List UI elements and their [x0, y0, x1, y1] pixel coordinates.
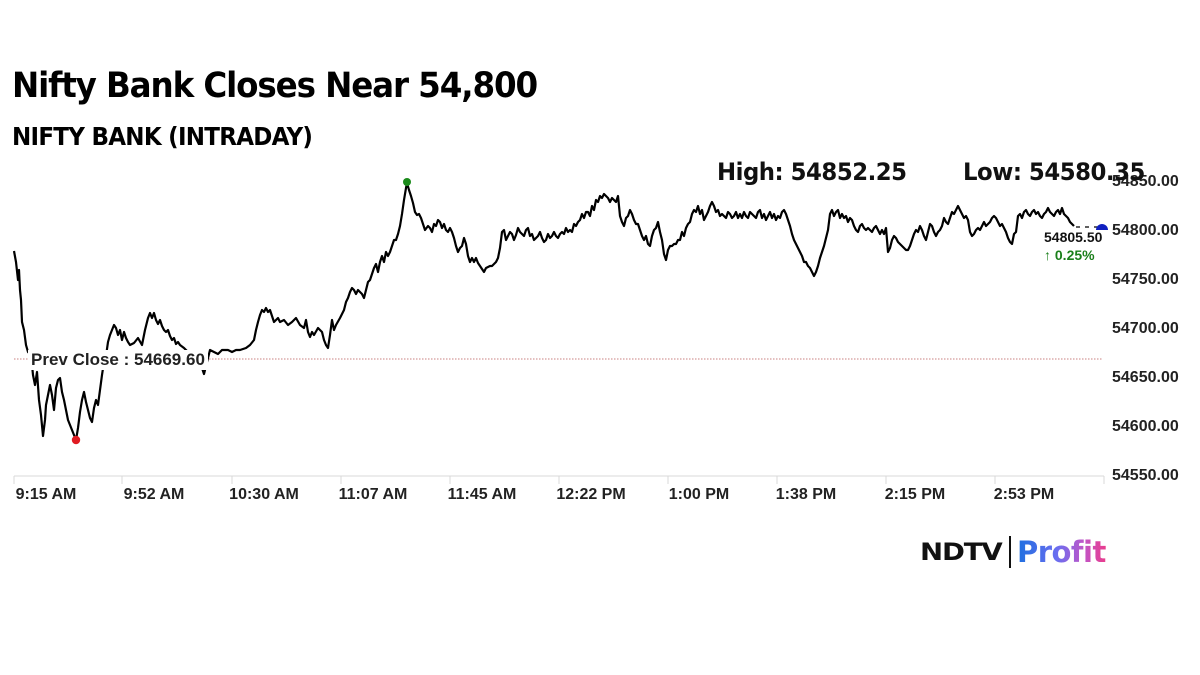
last-price-marker: [1096, 224, 1108, 230]
headline: Nifty Bank Closes Near 54,800: [12, 66, 538, 106]
prev-close-label: Prev Close : 54669.60: [28, 350, 208, 370]
ndtv-wordmark: NDTV: [920, 538, 1003, 566]
last-price-label: 54805.50: [1044, 229, 1103, 245]
day-high-label: High: 54852.25: [717, 158, 907, 186]
logo-divider: [1008, 536, 1011, 568]
chart-subtitle: NIFTY BANK (INTRADAY): [12, 122, 313, 151]
x-tick: 1:00 PM: [668, 486, 730, 503]
x-tick: 2:15 PM: [884, 486, 946, 503]
y-tick: 54800.00: [1112, 222, 1179, 239]
y-tick: 54600.00: [1112, 418, 1179, 435]
price-line: [12, 181, 1075, 442]
x-tick: 10:30 AM: [229, 486, 299, 503]
profit-wordmark: Profit: [1016, 535, 1106, 569]
low-marker: [71, 435, 81, 445]
y-tick: 54850.00: [1112, 173, 1179, 190]
x-axis-ticks: [13, 476, 1105, 484]
day-low-label: Low: 54580.35: [963, 158, 1145, 186]
y-tick: 54650.00: [1112, 369, 1179, 386]
y-tick: 54550.00: [1112, 467, 1179, 484]
y-tick: 54750.00: [1112, 271, 1179, 288]
high-marker: [403, 178, 411, 186]
x-tick: 1:38 PM: [775, 486, 837, 503]
x-tick: 9:15 AM: [15, 486, 77, 503]
y-tick: 54700.00: [1112, 320, 1179, 337]
x-tick: 12:22 PM: [556, 486, 626, 503]
x-tick: 11:07 AM: [338, 486, 408, 503]
change-percent-label: ↑ 0.25%: [1044, 247, 1095, 263]
x-tick: 11:45 AM: [447, 486, 517, 503]
x-tick: 9:52 AM: [123, 486, 185, 503]
ndtv-profit-logo: NDTV Profit: [920, 535, 1106, 569]
x-tick: 2:53 PM: [993, 486, 1055, 503]
